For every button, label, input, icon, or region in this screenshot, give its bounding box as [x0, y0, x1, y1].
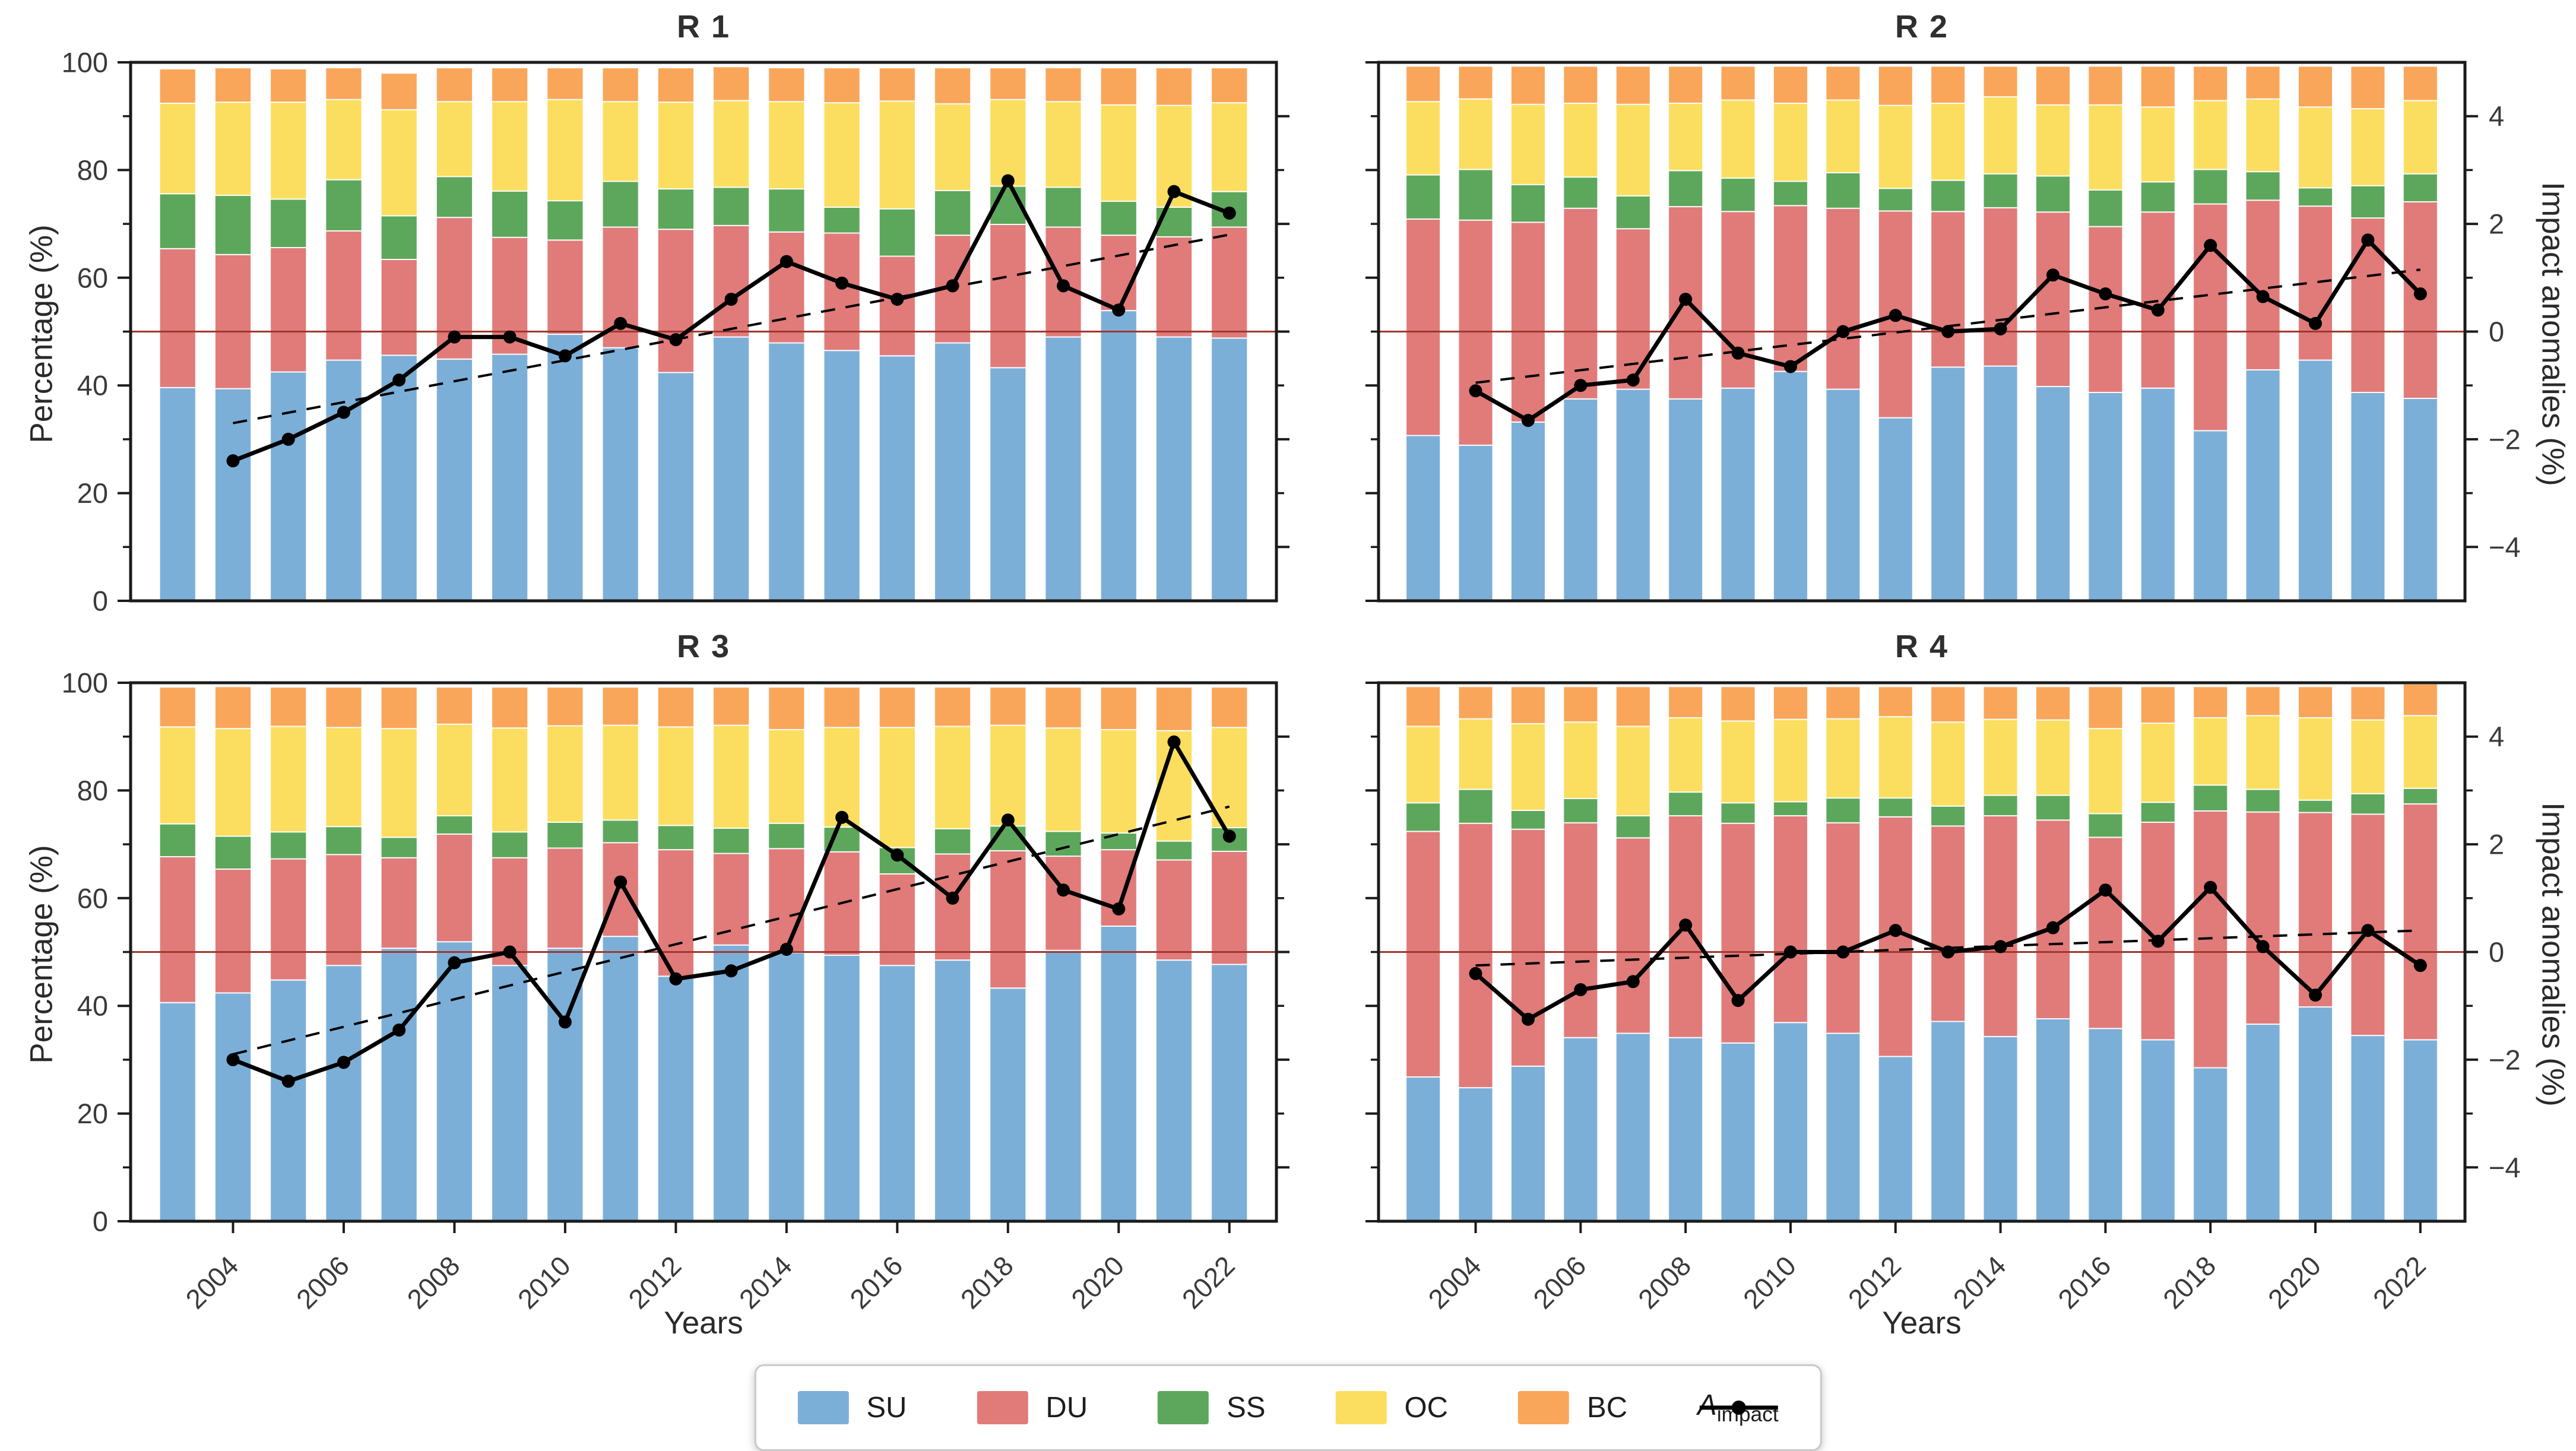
svg-text:−2: −2	[2489, 423, 2521, 455]
legend-swatch-su-icon	[797, 1391, 849, 1424]
legend-swatch-bc-icon	[1518, 1391, 1570, 1424]
svg-text:2016: 2016	[844, 1250, 908, 1314]
svg-text:2022: 2022	[1176, 1250, 1241, 1314]
svg-text:60: 60	[77, 882, 108, 914]
plot-panel-r1: 0 20 40 60 80 100	[62, 47, 1289, 617]
panel-title-r2: R 2	[1894, 9, 1949, 45]
xlabel-years-right: Years	[1882, 1306, 1962, 1341]
svg-text:2: 2	[2489, 208, 2504, 240]
svg-text:2020: 2020	[2262, 1250, 2327, 1314]
svg-text:80: 80	[77, 154, 108, 186]
svg-text:2006: 2006	[1527, 1250, 1592, 1314]
legend-swatch-ss-icon	[1158, 1391, 1209, 1424]
svg-text:2014: 2014	[1947, 1250, 2012, 1314]
svg-text:2: 2	[2489, 829, 2504, 860]
svg-text:20: 20	[77, 477, 108, 509]
svg-text:0: 0	[93, 1206, 108, 1237]
svg-text:−4: −4	[2489, 1152, 2521, 1183]
svg-text:20: 20	[77, 1098, 108, 1129]
svg-text:100: 100	[62, 47, 108, 78]
xlabel-years-left: Years	[664, 1306, 743, 1341]
svg-text:2006: 2006	[290, 1250, 355, 1314]
svg-text:2010: 2010	[1737, 1250, 1802, 1314]
legend-item-ss: SS	[1158, 1391, 1266, 1424]
legend-item-oc: OC	[1335, 1391, 1449, 1424]
legend-label-du: DU	[1045, 1392, 1088, 1424]
svg-text:2018: 2018	[955, 1250, 1019, 1314]
svg-text:4: 4	[2489, 100, 2504, 132]
svg-text:2010: 2010	[512, 1250, 576, 1314]
svg-text:2018: 2018	[2157, 1250, 2222, 1314]
legend-swatch-du-icon	[977, 1391, 1028, 1424]
svg-text:2012: 2012	[1842, 1250, 1907, 1314]
legend-label-oc: OC	[1404, 1392, 1449, 1424]
svg-text:2020: 2020	[1065, 1250, 1130, 1314]
legend-line-marker-icon	[1700, 1400, 1779, 1415]
svg-text:0: 0	[2489, 936, 2504, 968]
svg-text:60: 60	[77, 262, 108, 293]
svg-text:2008: 2008	[1632, 1250, 1697, 1314]
svg-text:2008: 2008	[401, 1250, 465, 1314]
panel-title-r1: R 1	[676, 9, 731, 45]
svg-text:40: 40	[77, 990, 108, 1022]
legend: SU DU SS OC BC Aimpact	[754, 1364, 1822, 1451]
plot-panel-r3: 0 20 40 60 80 100 2004 2006 2008 2010 2012 2014 2016…	[62, 667, 1289, 1314]
svg-text:0: 0	[93, 585, 108, 617]
legend-item-impact: Aimpact	[1697, 1389, 1779, 1427]
plot-panel-r2: 4 2 0 −2 −4	[1365, 61, 2521, 603]
svg-text:−4: −4	[2489, 531, 2521, 563]
legend-swatch-oc-icon	[1335, 1391, 1387, 1424]
legend-label-ss: SS	[1227, 1392, 1266, 1424]
legend-item-su: SU	[797, 1391, 907, 1424]
svg-text:0: 0	[2489, 316, 2504, 347]
panel-title-r4: R 4	[1894, 629, 1949, 664]
svg-text:40: 40	[77, 370, 108, 401]
svg-text:2012: 2012	[622, 1250, 687, 1314]
legend-item-bc: BC	[1518, 1391, 1627, 1424]
svg-text:−2: −2	[2489, 1044, 2521, 1075]
legend-label-bc: BC	[1587, 1392, 1628, 1424]
svg-text:2004: 2004	[179, 1250, 244, 1314]
svg-text:4: 4	[2489, 721, 2504, 752]
legend-item-du: DU	[977, 1391, 1088, 1424]
svg-text:2014: 2014	[733, 1250, 798, 1314]
svg-text:2004: 2004	[1422, 1250, 1487, 1314]
plot-panel-r4: 4 2 0 −2 −4 2004 2006 2008 2010 2012 2014 2016 2018 2…	[1365, 681, 2521, 1314]
svg-text:2016: 2016	[2052, 1250, 2116, 1314]
legend-label-su: SU	[866, 1392, 907, 1424]
svg-text:100: 100	[62, 667, 108, 699]
svg-text:80: 80	[77, 775, 108, 806]
svg-text:2022: 2022	[2367, 1250, 2432, 1314]
panel-title-r3: R 3	[676, 629, 731, 664]
